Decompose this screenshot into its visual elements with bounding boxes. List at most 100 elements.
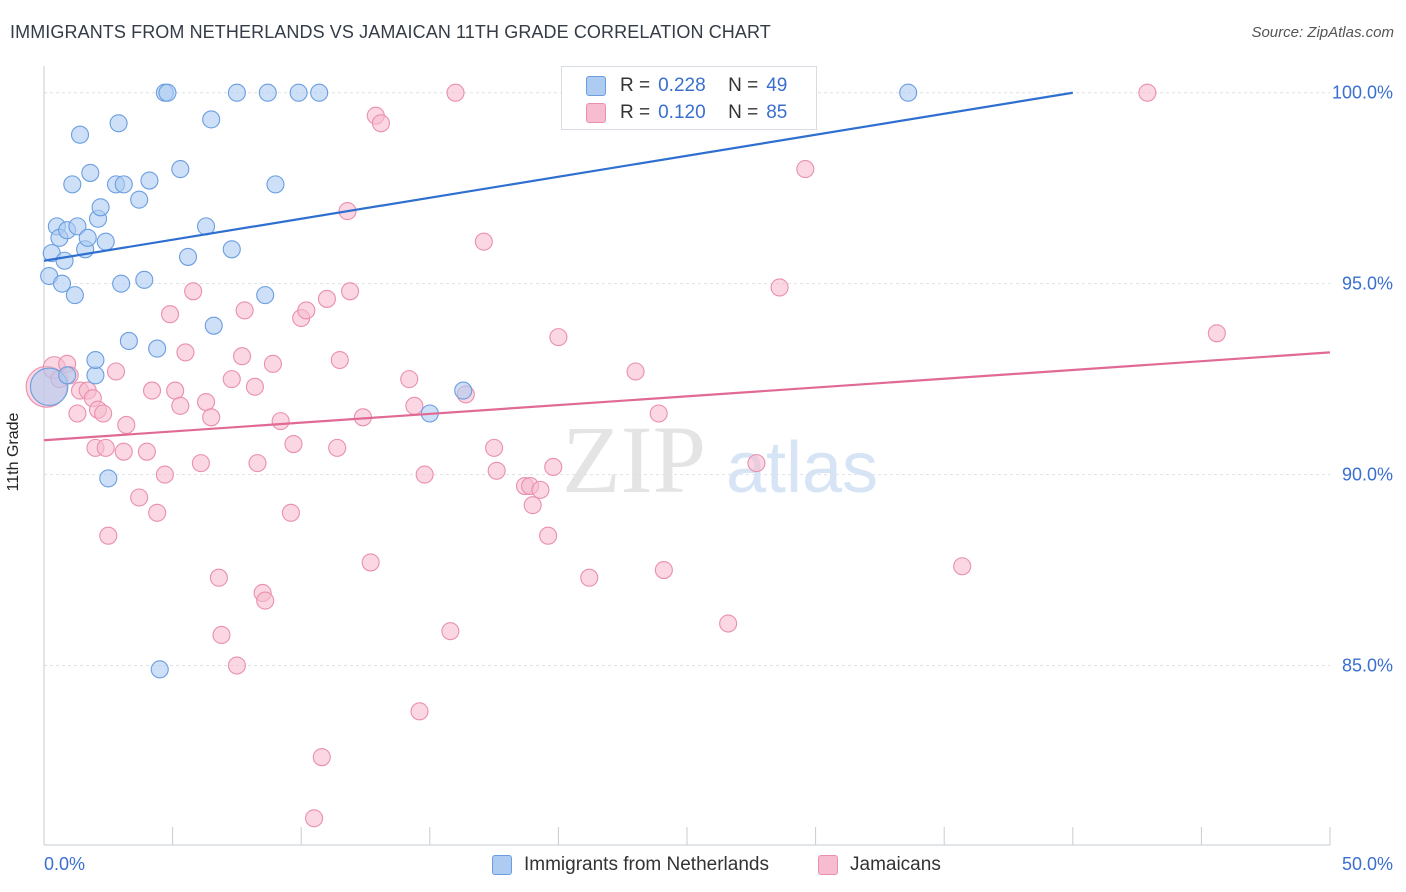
jamaican-point [415, 465, 434, 484]
jamaican-point [245, 377, 264, 396]
netherlands-point [78, 228, 97, 247]
netherlands-point [899, 83, 918, 102]
jamaican-point [328, 438, 347, 457]
netherlands-point [58, 366, 77, 385]
jamaican-point [196, 392, 216, 412]
netherlands-point [158, 83, 177, 102]
netherlands-point [99, 469, 118, 488]
jamaican-point [405, 396, 424, 415]
jamaican-point [317, 289, 336, 308]
netherlands-trend-line [43, 91, 1073, 262]
netherlands-point [109, 114, 128, 133]
netherlands-point [256, 286, 275, 305]
netherlands-point [86, 366, 105, 385]
jamaican-point [142, 381, 162, 400]
jamaican-point [312, 748, 331, 767]
tick-labels: 100.0% 95.0% 90.0% 85.0% 0.0% 50.0% [44, 83, 1393, 874]
stats-legend: R = 0.228 N = 49 R = 0.120 N = 85 [561, 66, 817, 130]
netherlands-point [227, 83, 246, 102]
jamaican-point [176, 343, 195, 362]
jamaican-point [106, 362, 126, 381]
jamaican-point [96, 438, 115, 457]
jamaican-point [256, 591, 275, 610]
legend-r-label: R = [620, 102, 651, 123]
jamaican-point [209, 568, 228, 587]
jamaican-point [99, 526, 118, 545]
jamaican-point [410, 702, 429, 721]
netherlands-point [258, 83, 277, 102]
jamaican-point [446, 83, 465, 102]
jamaican-point [796, 160, 815, 179]
jamaican-point [953, 557, 972, 576]
jamaican-point [330, 350, 349, 370]
jamaican-point [212, 625, 231, 645]
netherlands-point [112, 274, 131, 293]
netherlands-point [148, 339, 167, 358]
jamaican-point [94, 404, 113, 423]
netherlands-point [204, 316, 223, 335]
legend-r-value: 0.120 [658, 102, 706, 123]
y-tick-label: 95.0% [1342, 274, 1393, 294]
jamaican-point [770, 278, 789, 297]
legend-swatch-jamaicans [586, 103, 606, 123]
jamaican-point [487, 461, 506, 480]
netherlands-point [310, 83, 329, 102]
netherlands-point [140, 171, 159, 190]
jamaican-point [284, 434, 303, 454]
x-tick-label: 0.0% [44, 854, 85, 874]
legend-r-value: 0.228 [658, 75, 706, 96]
netherlands-point [171, 160, 190, 179]
jamaican-point [263, 354, 282, 373]
netherlands-point [81, 163, 100, 182]
netherlands-point [55, 251, 74, 270]
netherlands-point [91, 198, 110, 217]
source-credit: Source: ZipAtlas.com [1251, 24, 1394, 41]
y-tick-label: 90.0% [1342, 465, 1393, 485]
jamaican-point [227, 656, 246, 675]
legend-row-jamaicans: R = 0.120 N = 85 [586, 100, 787, 126]
netherlands-point [68, 217, 87, 236]
jamaican-point [222, 370, 241, 389]
jamaican-point [166, 381, 185, 400]
jamaican-point [649, 404, 668, 423]
jamaican-point [747, 454, 766, 473]
jamaican-point [544, 457, 563, 477]
jamaican-point [155, 465, 174, 484]
jamaican-point [171, 396, 190, 415]
bottom-legend-jamaicans[interactable]: Jamaicans [818, 852, 941, 878]
netherlands-point [114, 175, 133, 194]
jamaican-point [191, 454, 210, 473]
jamaican-point [1207, 324, 1226, 343]
jamaican-point [531, 480, 550, 499]
jamaican-point [202, 408, 221, 427]
jamaican-point [235, 301, 254, 320]
netherlands-point [222, 240, 241, 259]
jamaican-point [400, 370, 419, 389]
x-tick-label: 50.0% [1342, 854, 1393, 874]
netherlands-point [454, 381, 473, 400]
bottom-legend-label-netherlands: Immigrants from Netherlands [524, 854, 769, 875]
watermark-atlas: atlas [726, 428, 878, 508]
bottom-legend-swatch-netherlands [492, 855, 512, 875]
jamaican-point [137, 442, 156, 461]
jamaican-point [271, 412, 290, 431]
watermark: ZIP atlas [562, 406, 878, 513]
jamaican-point [341, 282, 360, 301]
jamaican-point [1138, 83, 1157, 102]
jamaican-point [580, 568, 599, 587]
netherlands-point [96, 232, 115, 251]
bottom-legend-netherlands[interactable]: Immigrants from Netherlands [492, 852, 769, 878]
legend-n-value: 85 [766, 102, 788, 123]
jamaican-point [523, 496, 542, 515]
netherlands-point [130, 190, 149, 209]
netherlands-point [65, 286, 84, 305]
jamaican-point [485, 438, 504, 457]
jamaican-point [441, 622, 460, 641]
netherlands-point [70, 125, 90, 144]
legend-n-value: 49 [766, 75, 788, 96]
y-tick-label: 100.0% [1332, 83, 1393, 103]
netherlands-point [150, 660, 169, 679]
netherlands-point [86, 350, 105, 370]
jamaican-point [539, 526, 558, 545]
